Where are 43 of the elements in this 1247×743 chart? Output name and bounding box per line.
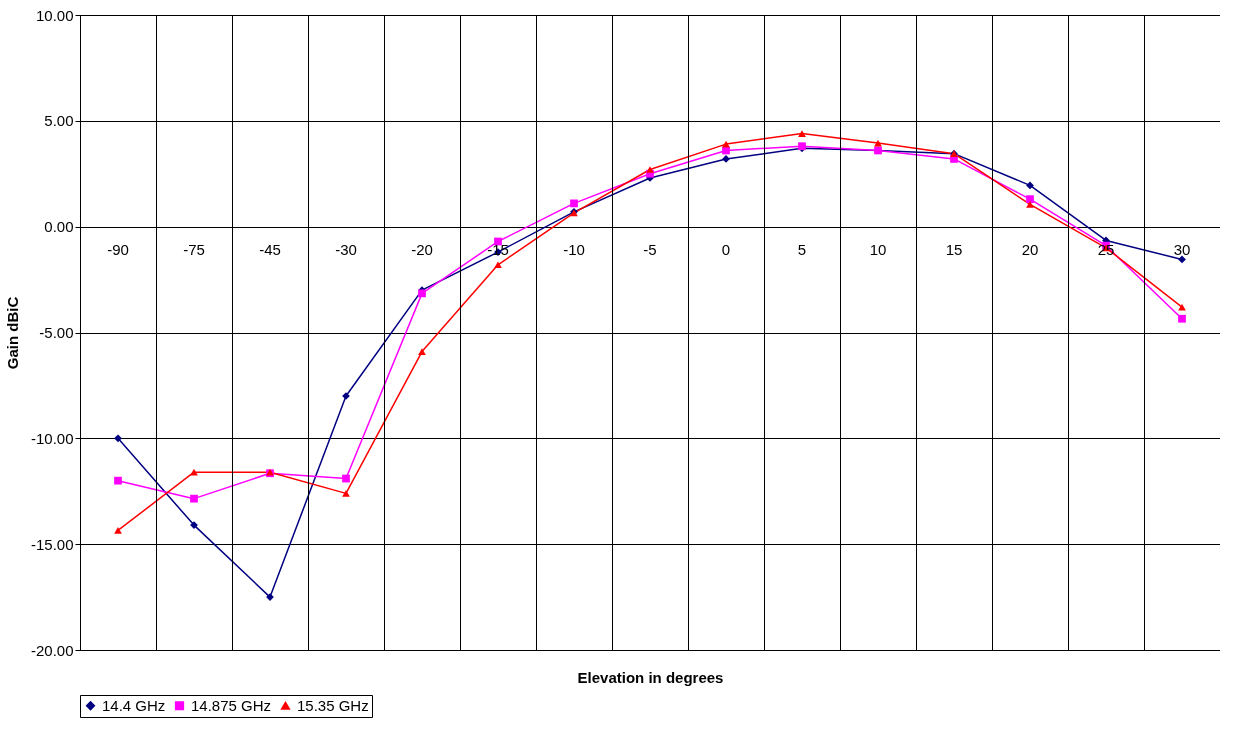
point <box>114 476 122 485</box>
x-tick-label: -5 <box>643 241 657 259</box>
legend-label: 15.35 GHz <box>297 696 369 714</box>
x-tick-label: -75 <box>183 241 205 259</box>
x-tick-label: 5 <box>797 241 807 259</box>
y-tick-label: 0.00 <box>44 218 74 236</box>
point <box>1178 255 1186 264</box>
legend-label: 14.875 GHz <box>191 696 272 714</box>
y-tick-label: 5.00 <box>44 112 74 130</box>
point <box>342 474 350 483</box>
point <box>1026 181 1034 190</box>
x-tick-label: 20 <box>1021 241 1039 259</box>
legend-label: 14.4 GHz <box>102 696 166 714</box>
point <box>1026 195 1034 204</box>
x-tick-label: -30 <box>335 241 357 259</box>
y-tick-label: -20.00 <box>30 641 74 659</box>
y-tick-label: -5.00 <box>39 324 74 341</box>
point <box>1026 201 1034 208</box>
x-tick-label: -45 <box>259 241 281 259</box>
x-tick-label: 15 <box>945 241 963 259</box>
point <box>114 527 122 534</box>
point <box>114 434 122 443</box>
point <box>418 348 426 355</box>
y-axis-title: Gain dBiC <box>3 296 21 370</box>
point <box>722 146 730 155</box>
y-tick-label: 10.00 <box>35 6 74 24</box>
point <box>798 130 806 137</box>
x-tick-label: 10 <box>869 241 887 259</box>
x-tick-label: 0 <box>721 241 731 259</box>
point <box>494 261 502 269</box>
point <box>570 199 578 208</box>
y-tick-label: -10.00 <box>30 429 74 447</box>
point <box>190 494 198 503</box>
point <box>646 166 654 173</box>
x-tick-label: -90 <box>107 241 129 259</box>
x-tick-label: 30 <box>1173 241 1191 259</box>
x-axis-title: Elevation in degrees <box>577 668 724 686</box>
x-tick-label: -20 <box>411 241 433 259</box>
point <box>190 468 198 476</box>
point <box>342 490 350 497</box>
x-tick-label: -10 <box>563 241 585 259</box>
y-tick-label: -15.00 <box>30 535 74 553</box>
point <box>1178 314 1186 323</box>
